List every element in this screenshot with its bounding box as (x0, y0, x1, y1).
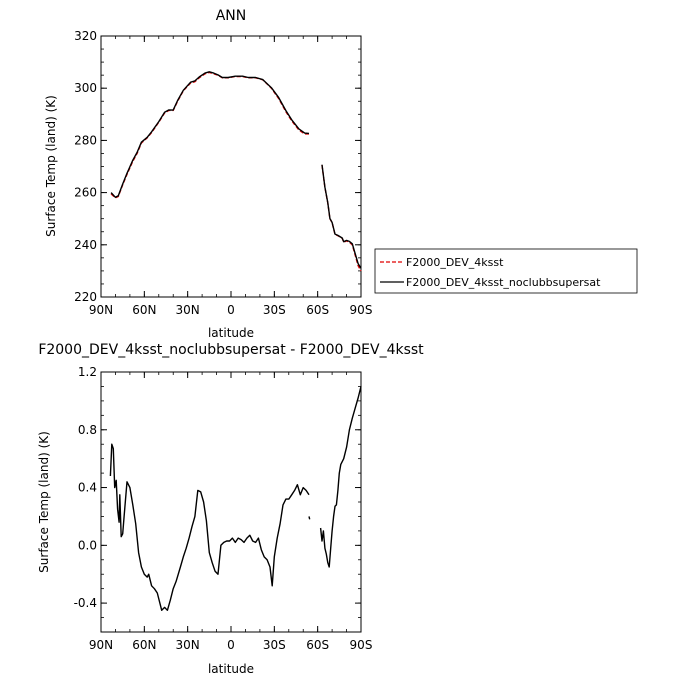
bottom-x-axis: 90N 60N 30N 0 30S 60S 90S (89, 372, 373, 652)
y-tick-label: 260 (74, 186, 97, 200)
y-tick-label: 240 (74, 238, 97, 252)
x-tick-label: 0 (227, 638, 235, 652)
x-tick-label: 30N (176, 638, 200, 652)
y-tick-label: 0.0 (78, 538, 97, 552)
x-tick-label: 90S (350, 303, 373, 317)
x-tick-label: 0 (227, 303, 235, 317)
x-tick-label: 30S (263, 638, 286, 652)
y-tick-label: 280 (74, 133, 97, 147)
x-tick-label: 30S (263, 303, 286, 317)
y-tick-label: -0.4 (74, 596, 97, 610)
series-1-line-segment-2 (308, 516, 311, 520)
x-tick-label: 60N (132, 303, 156, 317)
y-tick-label: 1.2 (78, 365, 97, 379)
y-tick-label: 0.4 (78, 481, 97, 495)
top-x-axis: 90N 60N 30N 0 30S 60S 90S (89, 36, 373, 317)
x-tick-label: 90N (89, 303, 113, 317)
legend-label-series-2: F2000_DEV_4ksst_noclubbsupersat (406, 276, 601, 289)
x-tick-label: 60S (306, 303, 329, 317)
series-2-line-segment-1 (110, 71, 310, 199)
bottom-y-axis: -0.4 0.0 0.4 0.8 1.2 (74, 365, 361, 633)
bottom-chart-title: F2000_DEV_4ksst_noclubbsupersat - F2000_… (38, 342, 424, 358)
x-tick-label: 60S (306, 638, 329, 652)
legend-box (374, 248, 638, 294)
top-y-axis-label: Surface Temp (land) (K) (44, 95, 58, 237)
series-1-line-segment-1 (109, 443, 310, 611)
legend: F2000_DEV_4ksst F2000_DEV_4ksst_noclubbs… (374, 248, 638, 294)
y-tick-label: 220 (74, 290, 97, 304)
y-tick-label: 0.8 (78, 423, 97, 437)
series-2-line-segment-2 (321, 164, 362, 269)
series-1-line-segment-3 (319, 386, 362, 568)
x-tick-label: 60N (132, 638, 156, 652)
y-tick-label: 320 (74, 29, 97, 43)
x-tick-label: 30N (176, 303, 200, 317)
x-tick-label: 90N (89, 638, 113, 652)
top-y-axis: 220 240 260 280 300 320 (74, 29, 361, 304)
x-tick-label: 90S (350, 638, 373, 652)
y-tick-label: 300 (74, 81, 97, 95)
top-series-lines (110, 71, 362, 272)
legend-label-series-1: F2000_DEV_4ksst (406, 256, 504, 269)
top-chart-title: ANN (216, 8, 247, 24)
bottom-y-axis-label: Surface Temp (land) (K) (37, 431, 51, 573)
bottom-panel: F2000_DEV_4ksst_noclubbsupersat - F2000_… (37, 342, 424, 676)
bottom-x-axis-label: latitude (208, 662, 254, 676)
bottom-plot-frame (100, 371, 362, 633)
top-x-axis-label: latitude (208, 326, 254, 340)
bottom-series-lines (109, 386, 362, 611)
series-1-line-segment-1 (110, 71, 309, 199)
